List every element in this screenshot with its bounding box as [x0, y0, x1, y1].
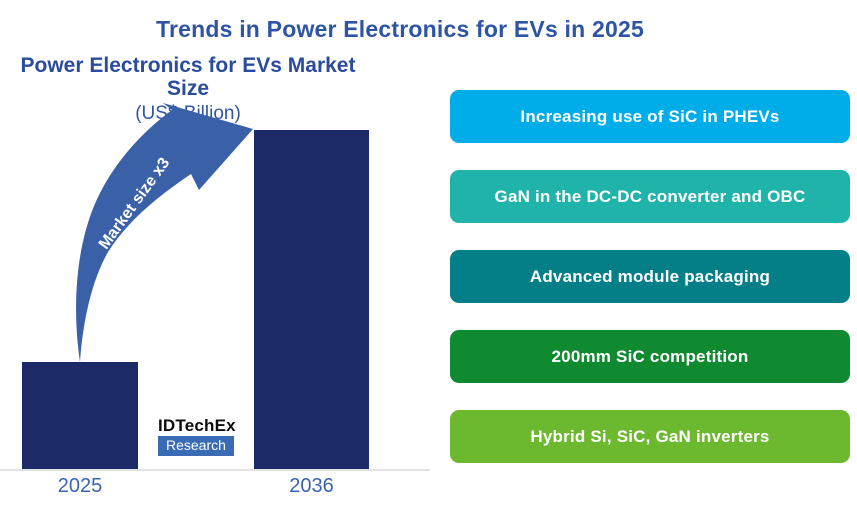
trend-pill-label: GaN in the DC-DC converter and OBC	[494, 186, 806, 206]
trend-list: Increasing use of SiC in PHEVs GaN in the…	[450, 90, 850, 490]
trend-pill-label: Hybrid Si, SiC, GaN inverters	[530, 426, 770, 446]
trend-pill: 200mm SiC competition	[450, 330, 850, 383]
bar-2036	[254, 130, 369, 470]
bar-2025	[22, 362, 138, 470]
trend-pill-label: Increasing use of SiC in PHEVs	[520, 106, 780, 126]
logo-name: IDTechEx	[158, 416, 236, 435]
x-axis-line	[0, 469, 430, 471]
trend-pill-label: Advanced module packaging	[529, 266, 771, 286]
trend-pill: Advanced module packaging	[450, 250, 850, 303]
trend-pill: Increasing use of SiC in PHEVs	[450, 90, 850, 143]
bar-chart: 2025 2036 Market size x3 IDTechEx Resear…	[0, 100, 436, 505]
page-title: Trends in Power Electronics for EVs in 2…	[156, 16, 644, 42]
x-label-2025: 2025	[57, 475, 103, 497]
logo-research-badge: Research	[158, 436, 234, 456]
chart-title: Power Electronics for EVs Market Size	[20, 54, 356, 101]
trend-pill: GaN in the DC-DC converter and OBC	[450, 170, 850, 223]
x-label-2036: 2036	[289, 475, 334, 497]
trend-pill: Hybrid Si, SiC, GaN inverters	[450, 410, 850, 463]
growth-arrow-icon: Market size x3	[76, 103, 253, 362]
trend-pill-label: 200mm SiC competition	[551, 346, 749, 366]
idtechex-logo: IDTechEx Research	[158, 417, 248, 456]
